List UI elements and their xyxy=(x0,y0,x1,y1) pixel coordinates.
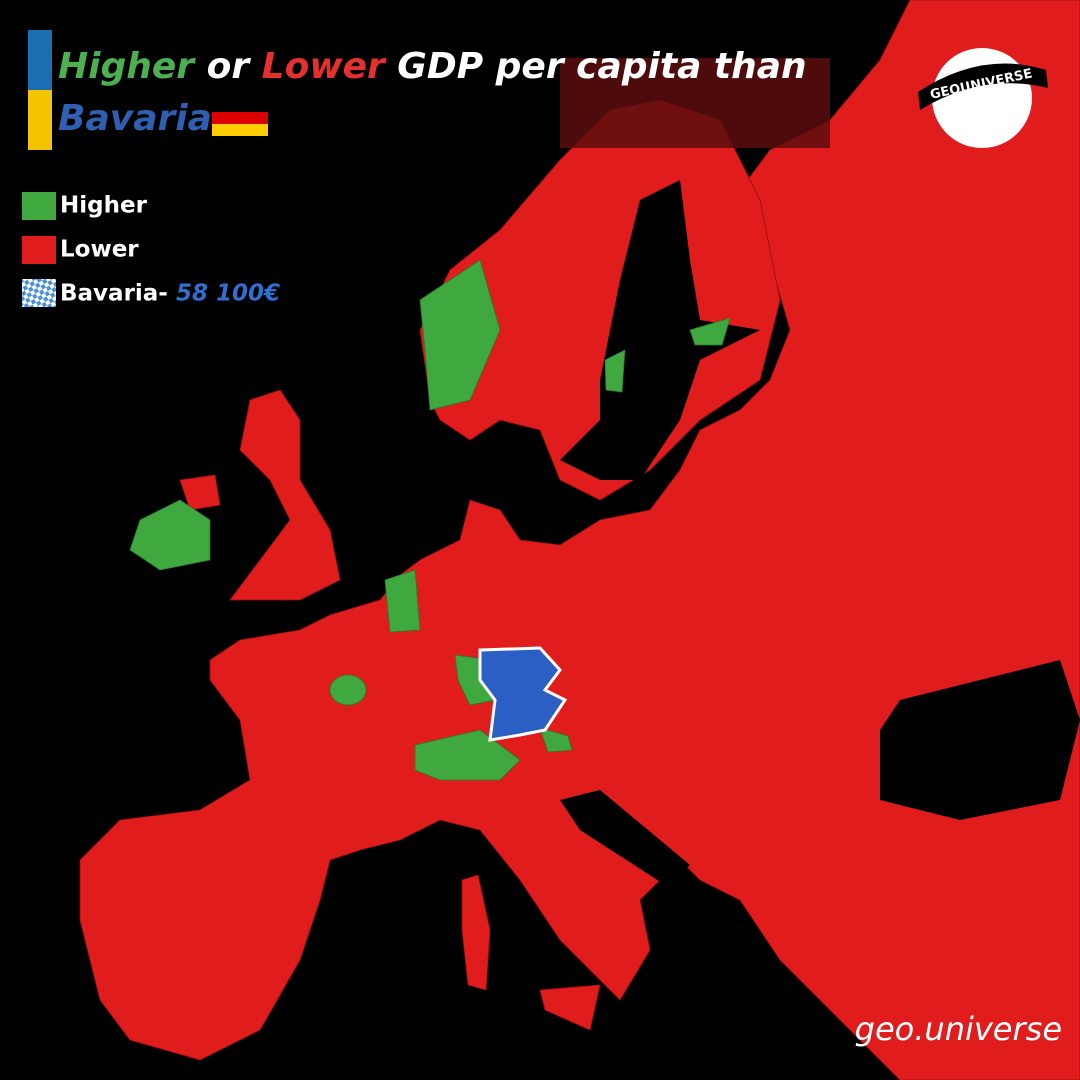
watermark: geo.universe xyxy=(855,1010,1062,1048)
legend-label: Higher xyxy=(60,193,148,219)
black-sea xyxy=(880,660,1080,820)
legend: Higher Lower xyxy=(22,192,148,264)
legend-label: Lower xyxy=(60,237,139,263)
flag xyxy=(212,100,268,136)
title-rest: GDP per capita than xyxy=(397,46,806,87)
reference-label: Bavaria- xyxy=(60,281,168,307)
salzburg xyxy=(539,727,573,753)
stockholm xyxy=(604,349,626,393)
logo: GEOUNIVERSE xyxy=(918,48,1048,148)
paris xyxy=(329,674,367,706)
stripe-blue xyxy=(28,30,52,90)
title-region: Bavaria xyxy=(58,98,212,139)
title-or: or xyxy=(207,46,252,87)
north-sea xyxy=(340,440,470,580)
britain xyxy=(229,389,341,601)
bavaria xyxy=(478,646,568,742)
bavaria-swatch xyxy=(22,279,56,307)
legend-swatch xyxy=(22,192,56,220)
scandinavia xyxy=(419,99,781,501)
switzerland xyxy=(414,729,521,781)
sicily xyxy=(539,984,601,1031)
title-backdrop xyxy=(560,58,830,148)
title-line-1: Higher or Lower GDP per capita than xyxy=(58,46,807,87)
baltic-sea xyxy=(560,180,760,480)
norway-west xyxy=(419,259,501,411)
netherlands xyxy=(384,569,421,633)
helsinki xyxy=(689,317,731,346)
adriatic-sea xyxy=(560,790,690,885)
northern-ireland xyxy=(179,474,221,511)
continent xyxy=(79,0,1080,1080)
legend-swatch xyxy=(22,236,56,264)
title-higher: Higher xyxy=(58,46,196,87)
ireland xyxy=(129,499,211,571)
title-lower: Lower xyxy=(262,46,387,87)
reference-value: 58 100€ xyxy=(176,281,280,307)
corsica-sardinia xyxy=(461,874,491,991)
stripe-yellow xyxy=(28,90,52,150)
map xyxy=(79,0,1080,1080)
